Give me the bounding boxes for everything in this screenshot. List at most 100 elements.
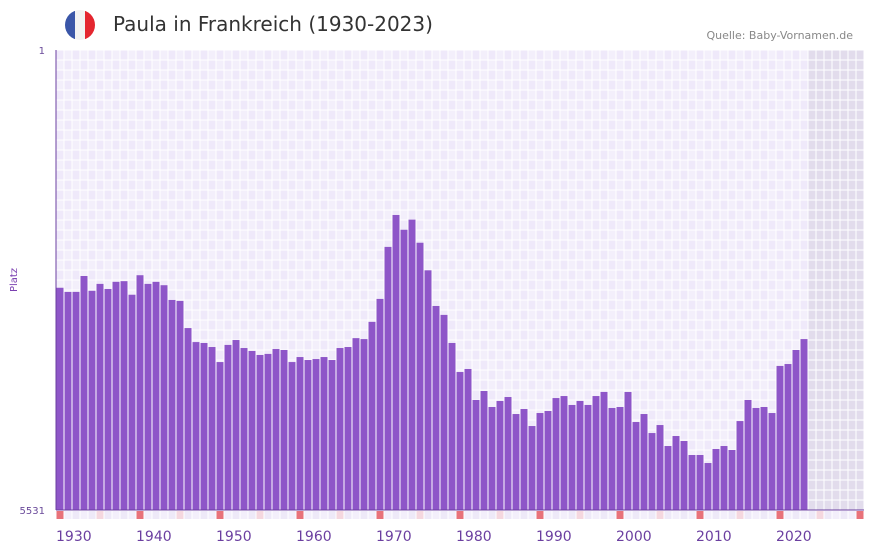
grid-cell <box>448 70 456 80</box>
grid-cell <box>488 390 496 400</box>
grid-cell <box>728 240 736 250</box>
grid-cell <box>544 290 552 300</box>
year-marker <box>584 511 592 519</box>
grid-cell <box>536 400 544 410</box>
grid-cell <box>184 320 192 330</box>
grid-cell <box>720 50 728 60</box>
grid-cell <box>696 450 704 460</box>
grid-cell <box>616 100 624 110</box>
bar-1998 <box>600 391 608 510</box>
grid-cell <box>272 120 280 130</box>
grid-cell <box>776 120 784 130</box>
grid-cell <box>816 200 824 210</box>
grid-cell <box>520 300 528 310</box>
grid-cell <box>312 190 320 200</box>
grid-cell <box>120 100 128 110</box>
grid-cell <box>224 50 232 60</box>
grid-cell <box>376 260 384 270</box>
grid-cell <box>688 450 696 460</box>
grid-cell <box>792 200 800 210</box>
grid-cell <box>352 170 360 180</box>
grid-cell <box>856 400 864 410</box>
grid-cell <box>472 50 480 60</box>
bar-2003 <box>640 414 648 510</box>
grid-cell <box>704 130 712 140</box>
grid-cell <box>648 110 656 120</box>
grid-cell <box>448 260 456 270</box>
grid-cell <box>240 290 248 300</box>
grid-cell <box>232 130 240 140</box>
grid-cell <box>376 220 384 230</box>
grid-cell <box>304 80 312 90</box>
grid-cell <box>848 70 856 80</box>
grid-cell <box>144 140 152 150</box>
grid-cell <box>496 70 504 80</box>
grid-cell <box>432 170 440 180</box>
grid-cell <box>848 420 856 430</box>
grid-cell <box>696 50 704 60</box>
grid-cell <box>184 140 192 150</box>
grid-cell <box>392 50 400 60</box>
grid-cell <box>624 230 632 240</box>
year-marker <box>504 511 512 519</box>
grid-cell <box>520 230 528 240</box>
grid-cell <box>680 350 688 360</box>
grid-cell <box>496 60 504 70</box>
year-marker <box>744 511 752 519</box>
grid-cell <box>312 350 320 360</box>
grid-cell <box>72 230 80 240</box>
grid-cell <box>808 350 816 360</box>
grid-cell <box>504 130 512 140</box>
grid-cell <box>784 60 792 70</box>
grid-cell <box>600 90 608 100</box>
grid-cell <box>312 250 320 260</box>
grid-cell <box>768 170 776 180</box>
grid-cell <box>816 180 824 190</box>
grid-cell <box>600 320 608 330</box>
grid-cell <box>616 60 624 70</box>
grid-cell <box>728 200 736 210</box>
bar-1944 <box>168 299 176 510</box>
grid-cell <box>408 150 416 160</box>
year-marker <box>208 511 216 519</box>
grid-cell <box>456 230 464 240</box>
grid-cell <box>592 320 600 330</box>
grid-cell <box>680 160 688 170</box>
grid-cell <box>152 130 160 140</box>
grid-cell <box>816 210 824 220</box>
grid-cell <box>240 230 248 240</box>
year-marker <box>832 511 840 519</box>
grid-cell <box>856 380 864 390</box>
grid-cell <box>432 290 440 300</box>
grid-cell <box>160 190 168 200</box>
grid-cell <box>656 250 664 260</box>
grid-cell <box>672 190 680 200</box>
grid-cell <box>808 120 816 130</box>
grid-cell <box>536 200 544 210</box>
grid-cell <box>512 300 520 310</box>
grid-cell <box>480 230 488 240</box>
grid-cell <box>320 120 328 130</box>
grid-cell <box>296 60 304 70</box>
grid-cell <box>64 230 72 240</box>
grid-cell <box>80 60 88 70</box>
grid-cell <box>432 180 440 190</box>
grid-cell <box>544 60 552 70</box>
grid-cell <box>232 200 240 210</box>
grid-cell <box>136 90 144 100</box>
grid-cell <box>768 370 776 380</box>
grid-cell <box>360 200 368 210</box>
grid-cell <box>528 330 536 340</box>
grid-cell <box>624 210 632 220</box>
grid-cell <box>512 350 520 360</box>
grid-cell <box>216 290 224 300</box>
grid-cell <box>136 160 144 170</box>
year-marker <box>648 511 656 519</box>
grid-cell <box>544 100 552 110</box>
grid-cell <box>816 250 824 260</box>
grid-cell <box>856 460 864 470</box>
grid-cell <box>368 240 376 250</box>
grid-cell <box>688 290 696 300</box>
grid-cell <box>512 390 520 400</box>
grid-cell <box>232 110 240 120</box>
